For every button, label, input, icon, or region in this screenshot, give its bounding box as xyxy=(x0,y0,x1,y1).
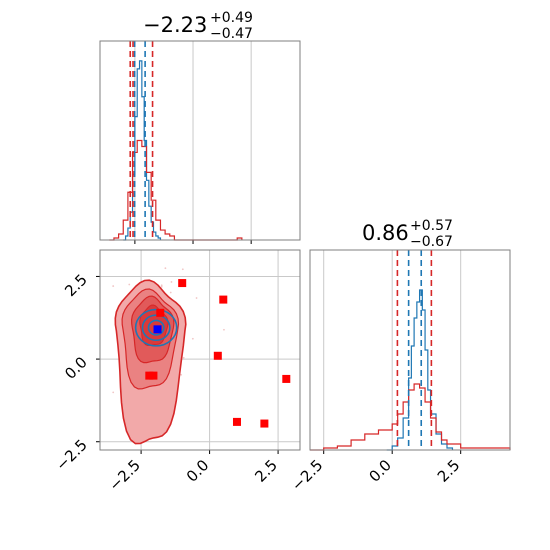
joint-sample-point xyxy=(169,291,172,294)
joint-marker-red-0 xyxy=(178,279,187,288)
title-p1-main: −2.23 xyxy=(143,13,207,37)
joint-sample-point xyxy=(128,283,131,286)
marginal-2-tick-label-x-2: 2.5 xyxy=(434,456,464,486)
panel-marginal-1 xyxy=(99,40,301,244)
panel-marginal-2: −2.5 0.0 2.5 xyxy=(288,249,511,495)
joint-sample-point xyxy=(112,285,115,287)
joint-marker-red-6 xyxy=(232,417,241,426)
joint-marker-red-2 xyxy=(156,308,165,317)
marginal-1-series-blue xyxy=(123,60,162,241)
joint-marker-red-4 xyxy=(145,371,154,380)
joint-sample-point xyxy=(195,297,198,299)
joint-sample-point xyxy=(182,356,185,359)
joint-sample-point xyxy=(180,373,183,376)
marginal-2-series-blue xyxy=(386,289,454,451)
joint-marker-red-3 xyxy=(213,351,222,360)
title-p2-main: 0.86 xyxy=(362,221,409,245)
title-p2-plus: +0.57 xyxy=(410,218,453,234)
joint-contour-blue-inner xyxy=(147,319,165,336)
marginal-2-frame xyxy=(309,249,511,451)
joint-tick-label-y-0: −2.5 xyxy=(52,436,90,474)
joint-contour-blue-outer xyxy=(134,308,178,347)
joint-tick-label-x-2: 2.5 xyxy=(251,456,281,486)
joint-contour-blue-mid xyxy=(141,314,171,342)
joint-tick-label-x-1: 0.0 xyxy=(183,456,213,486)
panel-joint: −2.5 0.0 2.5 −2.5 0.0 2.5 xyxy=(52,249,301,495)
joint-sample-point xyxy=(223,328,225,331)
joint-sample-point xyxy=(112,391,115,394)
joint-marker-red-1 xyxy=(219,295,228,304)
joint-sample-point xyxy=(170,281,173,283)
joint-marker-red-8 xyxy=(282,374,291,383)
joint-frame xyxy=(99,249,301,451)
title-p1-minus: −0.47 xyxy=(210,26,253,42)
joint-marker-blue xyxy=(153,325,162,334)
joint-tick-label-y-2: 2.5 xyxy=(61,271,91,301)
marginal-2-tick-label-x-0: −2.5 xyxy=(288,456,326,494)
title-p2-minus: −0.67 xyxy=(410,234,453,250)
joint-tick-label-y-1: 0.0 xyxy=(61,353,91,383)
joint-tick-label-x-0: −2.5 xyxy=(105,456,143,494)
marginal-2-tick-label-x-1: 0.0 xyxy=(365,456,395,486)
joint-sample-point xyxy=(181,268,184,271)
marginal-2-series-red xyxy=(310,383,511,451)
joint-marker-red-7 xyxy=(260,419,269,428)
joint-sample-point xyxy=(164,267,167,270)
joint-marker-red-5 xyxy=(149,371,158,380)
title-p1-plus: +0.49 xyxy=(210,10,253,26)
marginal-1-series-red xyxy=(109,139,243,241)
marginal-1-frame xyxy=(99,40,301,241)
joint-sample-point xyxy=(160,284,163,287)
joint-sample-point xyxy=(191,337,194,340)
joint-sample-point xyxy=(160,285,163,288)
